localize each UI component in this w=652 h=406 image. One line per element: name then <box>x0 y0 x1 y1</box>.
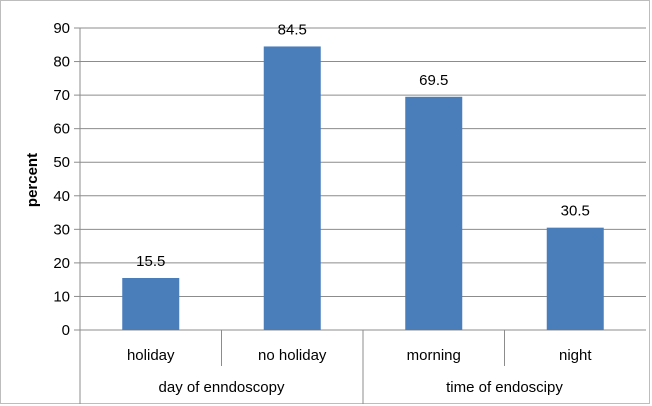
y-tick-label-40: 40 <box>53 188 70 205</box>
y-tick-label-0: 0 <box>62 322 70 339</box>
data-label-holiday: 15.5 <box>136 253 165 270</box>
category-label-no-holiday: no holiday <box>258 347 327 364</box>
y-tick-label-20: 20 <box>53 255 70 272</box>
y-tick-label-10: 10 <box>53 288 70 305</box>
bar-no-holiday <box>263 46 321 330</box>
data-label-no-holiday: 84.5 <box>278 21 307 38</box>
y-tick-label-70: 70 <box>53 87 70 104</box>
data-label-night: 30.5 <box>561 203 590 220</box>
data-label-morning: 69.5 <box>419 72 448 89</box>
y-axis-label: percent <box>24 153 41 207</box>
y-tick-label-60: 60 <box>53 121 70 138</box>
bar-night <box>546 227 604 330</box>
bar-holiday <box>122 277 180 330</box>
y-tick-label-30: 30 <box>53 221 70 238</box>
category-label-holiday: holiday <box>127 347 175 364</box>
category-label-morning: morning <box>407 347 461 364</box>
bar-morning <box>405 96 463 331</box>
category-label-night: night <box>559 347 592 364</box>
y-tick-label-50: 50 <box>53 154 70 171</box>
group-label-0: day of enndoscopy <box>159 379 285 396</box>
y-tick-label-90: 90 <box>53 20 70 37</box>
group-label-1: time of endoscipy <box>446 379 563 396</box>
y-tick-label-80: 80 <box>53 54 70 71</box>
